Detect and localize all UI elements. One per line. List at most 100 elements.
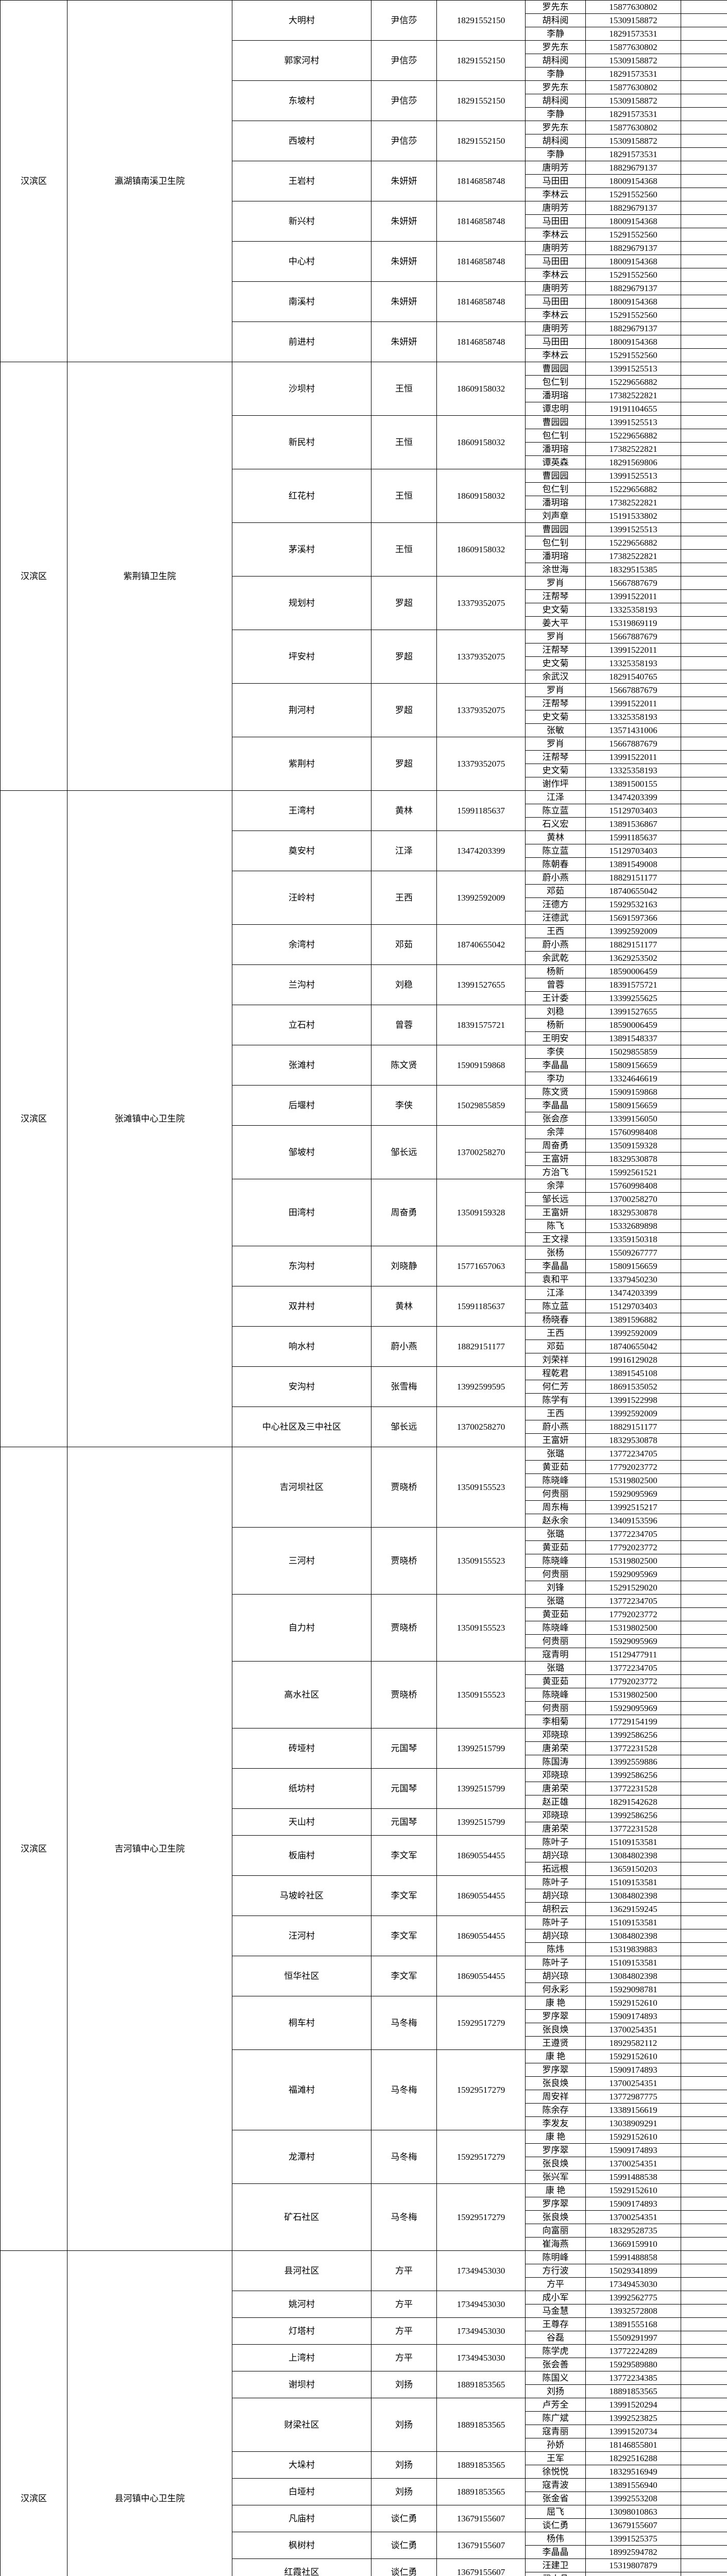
staff-phone-cell: 17382522821 [585, 442, 681, 456]
remark-cell [681, 1313, 727, 1327]
village-doctor-phone-cell: 18291552150 [436, 0, 526, 41]
remark-cell [681, 1956, 727, 1970]
staff-phone-cell: 18329515385 [585, 563, 681, 577]
staff-phone-cell: 17792023772 [585, 1540, 681, 1554]
village-cell: 荆河村 [232, 683, 371, 737]
remark-cell [681, 991, 727, 1005]
remark-cell [681, 1072, 727, 1086]
village-doctor-phone-cell: 18391575721 [436, 1005, 526, 1045]
table-row: 张兴军 15991488538 [1, 2170, 727, 2184]
remark-cell [681, 268, 727, 282]
table-row: 李晶晶 15809156659 [1, 1098, 727, 1112]
village-doctor-phone-cell: 15771657063 [436, 1246, 526, 1286]
table-row: 王明安 13891548337 [1, 1031, 727, 1045]
staff-phone-cell: 13891555168 [585, 2317, 681, 2331]
staff-name-cell: 罗肖 [525, 630, 586, 643]
table-row: 马田田 18009154368 [1, 295, 727, 309]
remark-cell [681, 697, 727, 710]
remark-cell [681, 1085, 727, 1099]
table-row: 张良焕 13700254351 [1, 2076, 727, 2090]
staff-name-cell: 成小军 [525, 2291, 586, 2304]
remark-cell [681, 2304, 727, 2318]
staff-name-cell: 陈晓峰 [525, 1473, 586, 1487]
village-doctor-phone-cell: 13992592009 [436, 871, 526, 925]
remark-cell [681, 228, 727, 242]
staff-name-cell: 罗先东 [525, 40, 586, 54]
staff-phone-cell: 13772234385 [585, 2371, 681, 2385]
village-cell: 立石村 [232, 1005, 371, 1045]
remark-cell [681, 1098, 727, 1112]
staff-phone-cell: 18391575721 [585, 978, 681, 992]
table-row: 胡兴琼 13084802398 [1, 1889, 727, 1903]
table-row: 胡兴琼 13084802398 [1, 1929, 727, 1943]
staff-name-cell: 王遵贤 [525, 2036, 586, 2050]
table-row: 潘玥瑢 17382522821 [1, 442, 727, 456]
remark-cell [681, 1112, 727, 1126]
table-row: 胡科阅 15309158872 [1, 54, 727, 67]
staff-phone-cell: 18009154368 [585, 174, 681, 188]
staff-phone-cell: 15667887679 [585, 576, 681, 590]
remark-cell [681, 1567, 727, 1581]
staff-phone-cell: 15929095969 [585, 1567, 681, 1581]
staff-phone-cell: 13509159328 [585, 1139, 681, 1153]
staff-name-cell: 史文菊 [525, 764, 586, 777]
staff-name-cell: 陈晓峰 [525, 1554, 586, 1568]
table-row: 杨新 18590006459 [1, 1018, 727, 1032]
village-cell: 纸坊村 [232, 1768, 371, 1809]
village-doctor-cell: 谈仁勇 [371, 2532, 437, 2559]
staff-phone-cell: 15309158872 [585, 13, 681, 27]
staff-name-cell: 余萍 [525, 1125, 586, 1139]
table-row: 武小品15929533678 [1, 2572, 727, 2576]
remark-cell [681, 1192, 727, 1206]
staff-name-cell: 曹园园 [525, 415, 586, 429]
staff-phone-cell: 13399156050 [585, 1112, 681, 1126]
staff-phone-cell: 15291552560 [585, 268, 681, 282]
staff-name-cell: 包仁钊 [525, 536, 586, 550]
table-row: 汪河村 李文军 18690554455 陈叶子 15109153581 [1, 1916, 727, 1956]
village-cell: 砖垭村 [232, 1728, 371, 1769]
village-cell: 上湾村 [232, 2344, 371, 2371]
staff-phone-cell: 18009154368 [585, 335, 681, 349]
table-row: 汪帮琴 13991522011 [1, 697, 727, 710]
staff-name-cell: 寇青波 [525, 2478, 586, 2492]
staff-name-cell: 邓晓琼 [525, 1768, 586, 1782]
staff-phone-cell: 15319802500 [585, 1688, 681, 1702]
staff-name-cell: 唐明芳 [525, 201, 586, 215]
remark-cell [681, 710, 727, 724]
table-row: 白垭村 刘扬 18891853565 寇青波 13891556940 [1, 2478, 727, 2505]
remark-cell [681, 964, 727, 978]
table-row: 史文菊 13325358193 [1, 656, 727, 670]
staff-phone-cell: 18829679137 [585, 241, 681, 255]
village-cell: 灯塔村 [232, 2317, 371, 2345]
staff-phone-cell: 17382522821 [585, 388, 681, 402]
staff-phone-cell: 18291569806 [585, 455, 681, 469]
remark-cell [681, 2492, 727, 2505]
remark-cell [681, 107, 727, 121]
staff-name-cell: 黄亚茹 [525, 1460, 586, 1474]
village-cell: 大明村 [232, 0, 371, 41]
village-doctor-phone-cell: 18690554455 [436, 1875, 526, 1916]
staff-name-cell: 李林云 [525, 188, 586, 201]
table-row: 李功 13324646619 [1, 1072, 727, 1086]
remark-cell [681, 415, 727, 429]
remark-cell [681, 1715, 727, 1728]
staff-phone-cell: 15991185637 [585, 831, 681, 844]
village-cell: 南溪村 [232, 281, 371, 322]
staff-phone-cell: 15929095969 [585, 1701, 681, 1715]
village-doctor-cell: 邹长远 [371, 1406, 437, 1447]
staff-phone-cell: 15509267777 [585, 1246, 681, 1260]
staff-phone-cell: 15992561521 [585, 1165, 681, 1179]
staff-name-cell: 刘扬 [525, 2384, 586, 2398]
remark-cell [681, 388, 727, 402]
village-cell: 新民村 [232, 415, 371, 469]
staff-name-cell: 卢芳全 [525, 2398, 586, 2412]
village-doctor-phone-cell: 13700258270 [436, 1406, 526, 1447]
remark-cell [681, 2264, 727, 2278]
village-cell: 财梁社区 [232, 2398, 371, 2452]
remark-cell [681, 174, 727, 188]
remark-cell [681, 549, 727, 563]
staff-phone-cell: 18291573531 [585, 67, 681, 81]
staff-name-cell: 汪建卫 [525, 2558, 586, 2572]
staff-phone-cell: 15909174893 [585, 2063, 681, 2077]
remark-cell [681, 1259, 727, 1273]
